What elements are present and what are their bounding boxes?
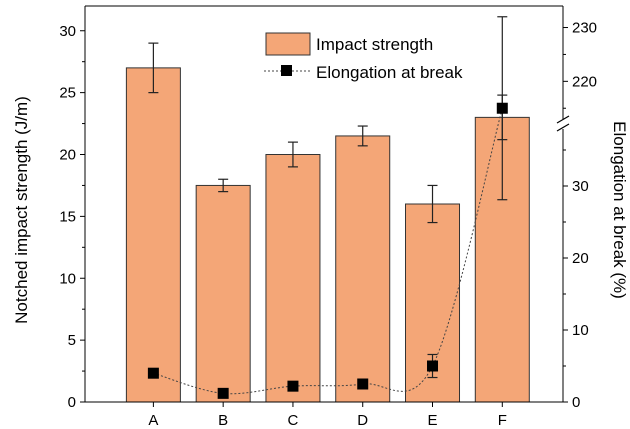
x-tick-label-E: E xyxy=(428,412,438,429)
bar-A xyxy=(125,67,181,403)
x-tick-label-B: B xyxy=(218,412,228,429)
y2-axis-title: Elongation at break (%) xyxy=(610,121,629,299)
y2-tick-label-30: 30 xyxy=(572,178,589,195)
plot-frame xyxy=(84,5,570,403)
y-tick-label-30: 30 xyxy=(59,23,76,40)
x-tick-label-A: A xyxy=(148,412,158,429)
y-tick-label-10: 10 xyxy=(59,270,76,287)
y2-tick-label-0: 0 xyxy=(572,394,580,411)
y-tick-label-15: 15 xyxy=(59,208,76,225)
axes-group: 0 5 10 15 20 25 30 0 10 20 30 220 230 A B C D E F xyxy=(59,20,597,429)
elongation-point-F xyxy=(496,102,508,114)
y-axis-title: Notched impact strength (J/m) xyxy=(12,96,31,324)
x-tick-label-C: C xyxy=(288,412,299,429)
bar-B xyxy=(195,184,251,403)
legend: Impact strength Elongation at break xyxy=(264,32,463,82)
legend-bar-label: Impact strength xyxy=(316,35,433,54)
axis-break-mark-2 xyxy=(556,123,570,132)
y-tick-label-5: 5 xyxy=(68,332,76,349)
legend-line-label: Elongation at break xyxy=(316,63,463,82)
y2-tick-label-10: 10 xyxy=(572,322,589,339)
y-tick-label-0: 0 xyxy=(68,394,76,411)
elongation-series-group xyxy=(147,16,508,399)
y2-tick-label-20: 20 xyxy=(572,250,589,267)
elongation-point-E xyxy=(427,360,439,372)
y-tick-label-20: 20 xyxy=(59,147,76,164)
elongation-point-A xyxy=(147,367,159,379)
x-tick-label-D: D xyxy=(357,412,368,429)
y2-tick-label-220: 220 xyxy=(572,73,597,90)
legend-line-marker xyxy=(281,65,292,76)
elongation-point-B xyxy=(217,387,229,399)
bar-C xyxy=(265,154,321,403)
elongation-point-D xyxy=(357,378,369,390)
x-tick-label-F: F xyxy=(498,412,507,429)
legend-bar-swatch xyxy=(265,32,311,56)
y-tick-label-25: 25 xyxy=(59,85,76,102)
elongation-point-C xyxy=(287,380,299,392)
y2-tick-label-230: 230 xyxy=(572,20,597,37)
bar-D xyxy=(335,135,391,403)
bar-group xyxy=(125,67,530,403)
axis-break-mark-1 xyxy=(556,115,570,124)
